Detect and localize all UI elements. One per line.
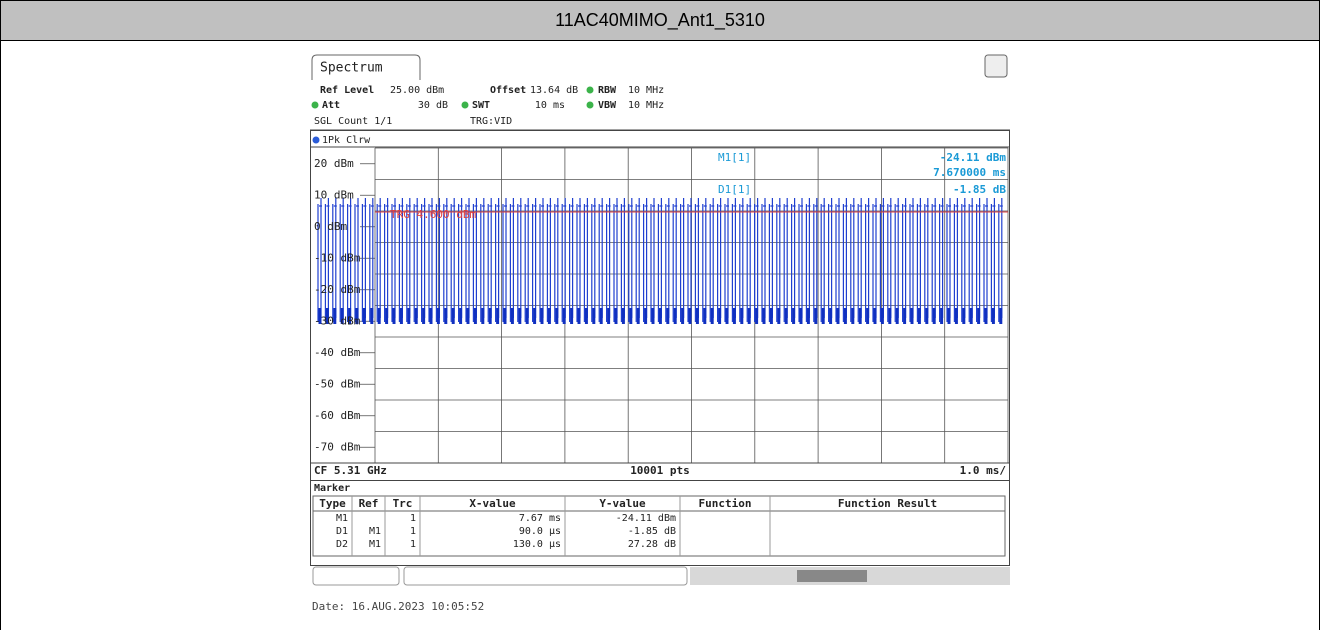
label: 1Pk Clrw (322, 135, 371, 146)
label: 10 MHz (628, 100, 664, 111)
label: 7.67 ms (519, 513, 561, 524)
label: 1 (410, 513, 416, 524)
label: 25.00 dBm (390, 85, 444, 96)
tab[interactable] (311, 54, 421, 80)
label: 7.670000 ms (933, 166, 1006, 179)
label: -40 dBm (314, 346, 361, 359)
label: -10 dBm (314, 251, 361, 264)
label: SGL Count 1/1 (314, 116, 392, 127)
label: SWT (472, 100, 490, 111)
label: -50 dBm (314, 377, 361, 390)
label: Type (319, 497, 346, 510)
label: M1 (336, 513, 348, 524)
label: 13.64 dB (530, 85, 578, 96)
header-bar (0, 0, 1320, 41)
label: Function Result (838, 497, 937, 510)
status-dot (586, 101, 594, 109)
label: Ref (359, 497, 379, 510)
status-box (312, 566, 400, 586)
status-box (403, 566, 688, 586)
label: M1[1] (718, 151, 751, 164)
label: -1.85 dB (628, 526, 676, 537)
label: 130.0 µs (513, 539, 561, 550)
label: 27.28 dB (628, 539, 676, 550)
label: 1.0 ms/ (960, 464, 1007, 477)
label: D1 (336, 526, 348, 537)
label: D1[1] (718, 183, 751, 196)
label: M1 (369, 526, 381, 537)
label: Marker (314, 483, 350, 494)
label: Trc (393, 497, 413, 510)
label: 0 dBm (314, 220, 347, 233)
label: M1 (369, 539, 381, 550)
label: -30 dBm (314, 314, 361, 327)
progress (797, 570, 867, 582)
label: 10001 pts (630, 464, 690, 477)
table (312, 495, 1006, 557)
label: -20 dBm (314, 283, 361, 296)
label: Date: 16.AUG.2023 10:05:52 (312, 600, 484, 613)
label: RBW (598, 85, 617, 96)
label: -60 dBm (314, 409, 361, 422)
status-dot (311, 101, 319, 109)
label: Att (322, 100, 340, 111)
label: 1 (410, 526, 416, 537)
label: TRG:VID (470, 116, 512, 127)
status-dot (586, 86, 594, 94)
marker-panel (310, 480, 1010, 566)
label: Function (699, 497, 752, 510)
page-title: 11AC40MIMO_Ant1_5310 (555, 10, 765, 31)
trace-dot (312, 136, 320, 144)
label: CF 5.31 GHz (314, 464, 387, 477)
label: Ref Level (320, 85, 374, 96)
label: -24.11 dBm (616, 513, 676, 524)
trace-bursts (318, 308, 1003, 324)
label: 10 ms (535, 100, 565, 111)
label: 1 (410, 539, 416, 550)
label: 90.0 µs (519, 526, 561, 537)
label: -24.11 dBm (940, 151, 1007, 164)
label: 10 MHz (628, 85, 664, 96)
label: 30 dB (418, 100, 448, 111)
label: Offset (490, 85, 526, 96)
label: 20 dBm (314, 157, 354, 170)
label: 10 dBm (314, 188, 354, 201)
label: -70 dBm (314, 440, 361, 453)
status-dot (461, 101, 469, 109)
label: VBW (598, 100, 617, 111)
label: -1.85 dB (953, 183, 1006, 196)
tab-label[interactable]: Spectrum (320, 61, 383, 76)
trace (317, 198, 1003, 322)
trigger-label: TRG 4.600 dBm (390, 208, 476, 221)
label: X-value (469, 497, 516, 510)
label: Y-value (599, 497, 646, 510)
icon-button[interactable] (984, 54, 1008, 78)
label: D2 (336, 539, 348, 550)
